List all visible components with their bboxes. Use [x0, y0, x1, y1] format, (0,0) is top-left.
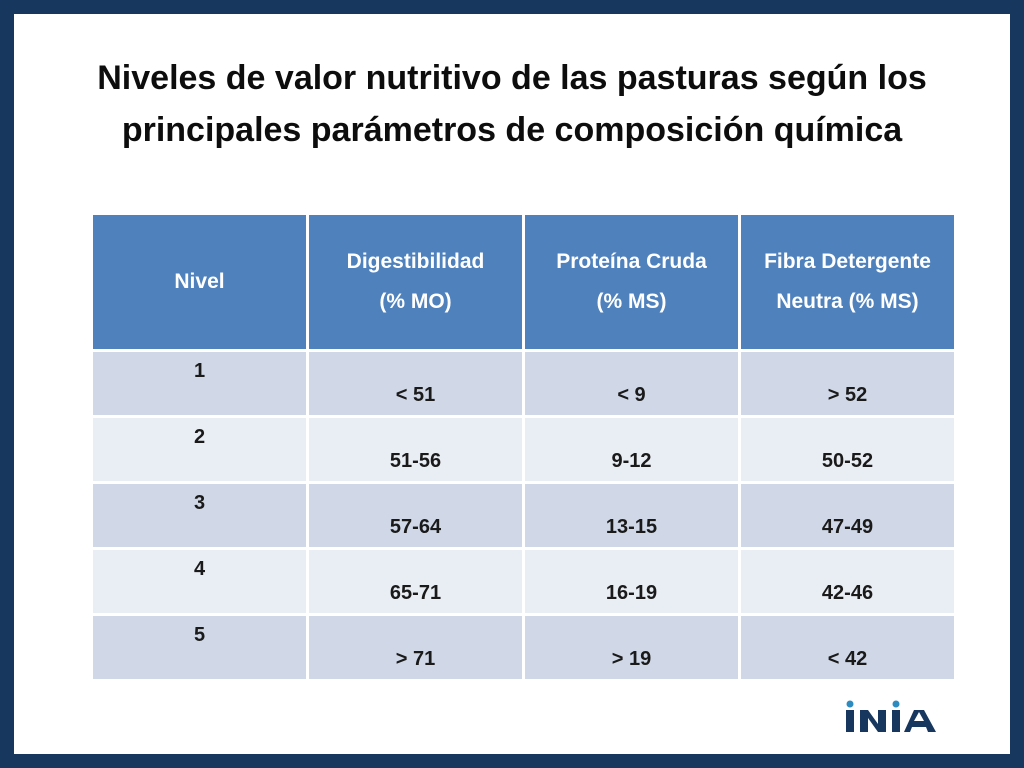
inia-logo: [846, 700, 936, 732]
cell-nivel: 4: [90, 547, 309, 616]
cell-proteina: < 9: [522, 349, 741, 418]
cell-fibra: 42-46: [738, 547, 957, 616]
cell-digestibilidad: < 51: [306, 349, 525, 418]
cell-digestibilidad: > 71: [306, 613, 525, 682]
nutritive-levels-table: Nivel Digestibilidad (% MO) Proteína Cru…: [90, 212, 957, 682]
header-digestibilidad: Digestibilidad (% MO): [306, 212, 525, 352]
cell-nivel: 3: [90, 481, 309, 550]
table-row: 5 > 71 > 19 < 42: [90, 613, 957, 682]
cell-fibra: > 52: [738, 349, 957, 418]
cell-digestibilidad: 57-64: [306, 481, 525, 550]
cell-fibra: < 42: [738, 613, 957, 682]
cell-digestibilidad: 51-56: [306, 415, 525, 484]
table-row: 2 51-56 9-12 50-52: [90, 415, 957, 484]
cell-nivel: 1: [90, 349, 309, 418]
header-nivel: Nivel: [90, 212, 309, 352]
header-proteina-cruda: Proteína Cruda (% MS): [522, 212, 741, 352]
header-fibra-detergente: Fibra Detergente Neutra (% MS): [738, 212, 957, 352]
cell-proteina: 9-12: [522, 415, 741, 484]
cell-fibra: 47-49: [738, 481, 957, 550]
cell-fibra: 50-52: [738, 415, 957, 484]
cell-proteina: 13-15: [522, 481, 741, 550]
title-line-1: Niveles de valor nutritivo de las pastur…: [97, 59, 927, 97]
cell-nivel: 5: [90, 613, 309, 682]
slide-title: Niveles de valor nutritivo de las pastur…: [28, 52, 996, 156]
table-header-row: Nivel Digestibilidad (% MO) Proteína Cru…: [90, 212, 957, 352]
table-row: 4 65-71 16-19 42-46: [90, 547, 957, 616]
cell-proteina: 16-19: [522, 547, 741, 616]
table-row: 1 < 51 < 9 > 52: [90, 349, 957, 418]
table-row: 3 57-64 13-15 47-49: [90, 481, 957, 550]
title-line-2: principales parámetros de composición qu…: [121, 111, 903, 149]
cell-nivel: 2: [90, 415, 309, 484]
cell-digestibilidad: 65-71: [306, 547, 525, 616]
cell-proteina: > 19: [522, 613, 741, 682]
